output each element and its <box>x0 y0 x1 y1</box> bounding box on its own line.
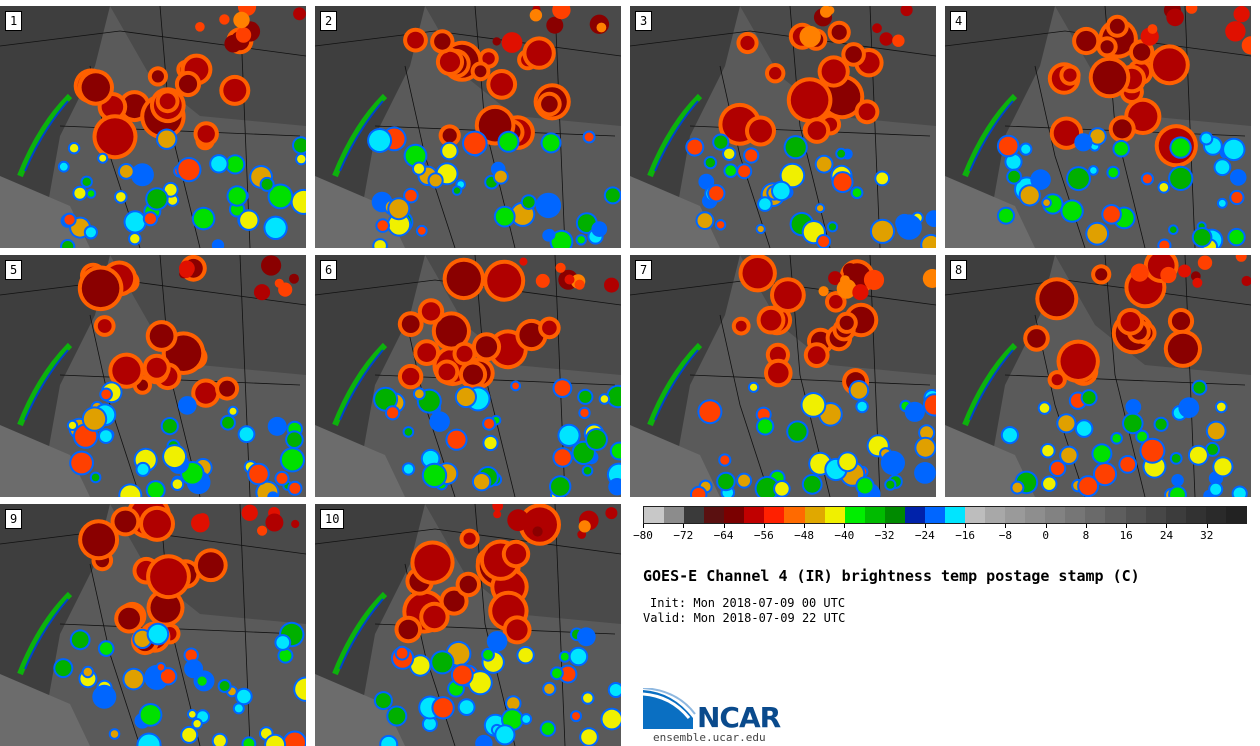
colorbar-swatch <box>1145 507 1166 523</box>
panel-number-label: 5 <box>5 260 23 280</box>
ncar-logo-text: NCAR <box>697 701 781 734</box>
colorbar-swatch <box>824 507 845 523</box>
colorbar-tick-label: 8 <box>1082 529 1090 542</box>
colorbar-tick-mark <box>1126 524 1128 528</box>
colorbar-swatch <box>924 507 945 523</box>
panel-number-label: 2 <box>320 11 338 31</box>
panel-number-label: 8 <box>950 260 968 280</box>
colorbar-swatch <box>764 507 785 523</box>
colorbar-tick-label: −56 <box>753 529 774 542</box>
colorbar-tick-mark <box>1206 524 1208 528</box>
colorbar-tick-label: −72 <box>673 529 694 542</box>
colorbar-swatch <box>1185 507 1206 523</box>
colorbar-tick-mark <box>804 524 806 528</box>
stamp-panel: 2 <box>315 6 621 248</box>
colorbar-swatch <box>1005 507 1026 523</box>
stamp-panel: 5 <box>0 255 306 497</box>
stamp-panel: 8 <box>945 255 1251 497</box>
colorbar-tick-label: −24 <box>914 529 935 542</box>
colorbar-tick-label: −8 <box>998 529 1013 542</box>
colorbar-swatch <box>884 507 905 523</box>
stamp-panel: 6 <box>315 255 621 497</box>
colorbar-tick-mark <box>1166 524 1168 528</box>
site-url: ensemble.ucar.edu <box>653 731 766 744</box>
colorbar-swatch <box>1165 507 1186 523</box>
colorbar-swatch <box>704 507 725 523</box>
colorbar-swatch <box>1205 507 1226 523</box>
colorbar-tick-mark <box>844 524 846 528</box>
colorbar-swatch <box>1225 507 1246 523</box>
colorbar-tick-mark <box>1005 524 1007 528</box>
colorbar-swatch <box>724 507 745 523</box>
colorbar-tick-label: −32 <box>874 529 895 542</box>
colorbar-tick-mark <box>723 524 725 528</box>
colorbar-tick-mark <box>924 524 926 528</box>
colorbar-swatch <box>644 507 665 523</box>
stamp-panel: 9 <box>0 504 306 746</box>
colorbar-tick-label: 32 <box>1200 529 1214 542</box>
init-time: Init: Mon 2018-07-09 00 UTC <box>650 596 846 610</box>
colorbar-tick-label: −80 <box>633 529 653 542</box>
panel-number-label: 3 <box>635 11 653 31</box>
figure-title: GOES-E Channel 4 (IR) brightness temp po… <box>643 567 1140 585</box>
stamp-panel: 1 <box>0 6 306 248</box>
colorbar <box>643 506 1247 524</box>
colorbar-tick-label: 16 <box>1119 529 1133 542</box>
colorbar-swatch <box>904 507 925 523</box>
colorbar-tick-label: 0 <box>1042 529 1049 542</box>
colorbar-swatch <box>664 507 685 523</box>
colorbar-swatch <box>1045 507 1066 523</box>
colorbar-swatch <box>944 507 965 523</box>
colorbar-tick-mark <box>884 524 886 528</box>
colorbar-swatch <box>844 507 865 523</box>
colorbar-swatch <box>1125 507 1146 523</box>
colorbar-swatch <box>804 507 825 523</box>
colorbar-swatch <box>985 507 1006 523</box>
panel-number-label: 4 <box>950 11 968 31</box>
colorbar-swatch <box>965 507 986 523</box>
panel-number-label: 9 <box>5 509 23 529</box>
colorbar-ticks: −80 −72 −64 −56 −48 −40 −32 −24 −16 −8 0 8 16 24 32 <box>633 524 1247 544</box>
stamp-panel: 10 <box>315 504 621 746</box>
ncar-logo-icon <box>643 688 696 729</box>
panel-number-label: 7 <box>635 260 653 280</box>
colorbar-tick-label: −40 <box>834 529 855 542</box>
stamp-panel: 4 <box>945 6 1251 248</box>
colorbar-tick-mark <box>965 524 967 528</box>
colorbar-swatch <box>1065 507 1086 523</box>
colorbar-swatch <box>784 507 805 523</box>
panel-number-label: 6 <box>320 260 338 280</box>
colorbar-tick-label: −64 <box>713 529 734 542</box>
valid-time: Valid: Mon 2018-07-09 22 UTC <box>643 611 846 625</box>
colorbar-tick-label: −16 <box>955 529 976 542</box>
colorbar-swatch <box>1105 507 1126 523</box>
colorbar-tick-label: −48 <box>794 529 814 542</box>
colorbar-tick-mark <box>1045 524 1047 528</box>
colorbar-tick-mark <box>683 524 685 528</box>
colorbar-swatch <box>744 507 765 523</box>
colorbar-swatch <box>1085 507 1106 523</box>
colorbar-tick-mark <box>643 524 644 528</box>
colorbar-tick-label: 24 <box>1159 529 1174 542</box>
stamp-panel: 3 <box>630 6 936 248</box>
colorbar-swatch <box>1025 507 1046 523</box>
stamp-panel: 7 <box>630 255 936 497</box>
colorbar-tick-mark <box>1085 524 1087 528</box>
colorbar-tick-mark <box>763 524 765 528</box>
panel-number-label: 1 <box>5 11 23 31</box>
colorbar-swatch <box>864 507 885 523</box>
panel-number-label: 10 <box>320 509 345 529</box>
colorbar-swatch <box>684 507 705 523</box>
